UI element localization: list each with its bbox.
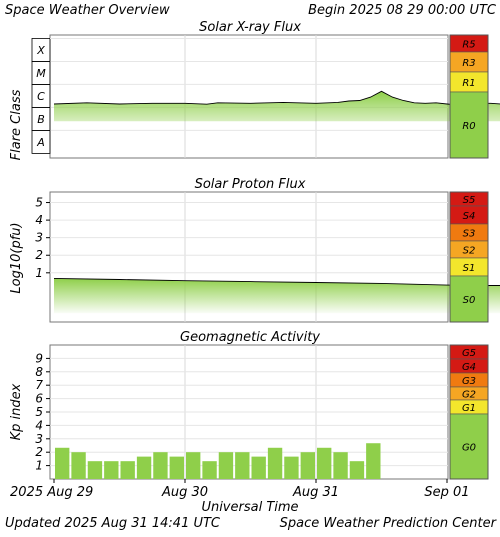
kp-bar — [153, 452, 168, 479]
flare-class-label: A — [36, 136, 45, 149]
scale-label-s1: S1 — [463, 263, 476, 274]
kp-bar — [104, 461, 119, 479]
proton-tick-label: 4 — [35, 213, 43, 227]
kp-bar — [87, 461, 103, 479]
scale-label-g2: G2 — [462, 390, 476, 401]
scale-label-s3: S3 — [463, 229, 476, 240]
flare-class-box — [31, 38, 51, 62]
xray-ylabel: Flare Class — [9, 89, 24, 160]
kp-bar — [186, 452, 201, 479]
scale-label-r3: R3 — [462, 58, 475, 69]
scale-label-g5: G5 — [462, 348, 476, 359]
kp-bar — [71, 452, 86, 479]
geomag-ylabel: Kp index — [9, 383, 24, 440]
kp-bar — [284, 456, 299, 479]
scale-frame-1 — [449, 191, 489, 323]
kp-bar — [349, 461, 365, 479]
xray-flux-area — [54, 91, 500, 134]
kp-bar — [317, 447, 332, 479]
scale-label-g1: G1 — [462, 403, 476, 414]
scale-label-g3: G3 — [462, 376, 476, 387]
scale-label-r0: R0 — [462, 121, 475, 132]
kp-tick-label: 4 — [35, 418, 43, 432]
scale-level-r0 — [449, 91, 489, 159]
proton-tick-label: 2 — [35, 248, 43, 262]
kp-tick-label: 7 — [35, 378, 43, 392]
kp-tick-label: 1 — [35, 459, 43, 473]
kp-tick-label: 2 — [35, 445, 43, 459]
xray-title: Solar X-ray Flux — [199, 20, 301, 35]
scale-frame-2 — [449, 344, 489, 480]
scale-label-s4: S4 — [463, 211, 476, 222]
scale-label-s2: S2 — [463, 246, 476, 257]
updated-time: Updated 2025 Aug 31 14:41 UTC — [5, 516, 221, 531]
proton-flux-area — [54, 278, 500, 314]
kp-bar — [169, 456, 184, 479]
geomag-title: Geomagnetic Activity — [180, 330, 320, 345]
scale-label-s0: S0 — [463, 295, 476, 306]
kp-tick-label: 9 — [35, 351, 43, 365]
proton-tick-label: 3 — [35, 231, 43, 245]
proton-title: Solar Proton Flux — [195, 177, 306, 192]
kp-bar — [267, 447, 283, 479]
kp-tick-label: 6 — [35, 392, 43, 406]
proton-tick-label: 1 — [35, 266, 43, 280]
x-tick-label: Sep 01 — [424, 485, 469, 500]
kp-bar — [333, 452, 348, 479]
kp-bar — [136, 456, 152, 479]
scale-frame-0 — [449, 34, 489, 159]
scale-level-g0 — [449, 413, 489, 480]
kp-bar — [366, 443, 381, 479]
kp-bar — [55, 447, 70, 479]
scale-label-r1: R1 — [462, 78, 475, 89]
x-tick-label: Aug 30 — [161, 485, 208, 500]
kp-tick-label: 3 — [35, 432, 43, 446]
proton-tick-label: 5 — [35, 196, 43, 210]
scale-label-r5: R5 — [462, 40, 475, 51]
kp-bar — [235, 452, 250, 479]
page-title: Space Weather Overview — [5, 3, 170, 18]
flare-class-label: C — [37, 90, 45, 103]
x-axis-label: Universal Time — [201, 500, 298, 515]
x-tick-label: 2025 Aug 29 — [10, 485, 93, 500]
flare-class-label: X — [36, 44, 45, 57]
kp-bar — [218, 452, 234, 479]
kp-bar — [251, 456, 266, 479]
kp-bar — [120, 461, 135, 479]
scale-label-g4: G4 — [462, 362, 476, 373]
kp-tick-label: 5 — [35, 405, 43, 419]
kp-bar — [300, 452, 315, 479]
kp-tick-label: 8 — [35, 365, 43, 379]
flare-class-label: M — [36, 67, 46, 80]
flare-class-label: B — [37, 113, 45, 126]
scale-label-g0: G0 — [462, 443, 476, 454]
proton-ylabel: Log10(pfu) — [9, 222, 24, 293]
begin-time: Begin 2025 08 29 00:00 UTC — [308, 3, 497, 18]
scale-label-s5: S5 — [463, 195, 476, 206]
x-tick-label: Aug 31 — [292, 485, 339, 500]
credit-text: Space Weather Prediction Center — [280, 516, 498, 531]
kp-bar — [202, 461, 217, 479]
